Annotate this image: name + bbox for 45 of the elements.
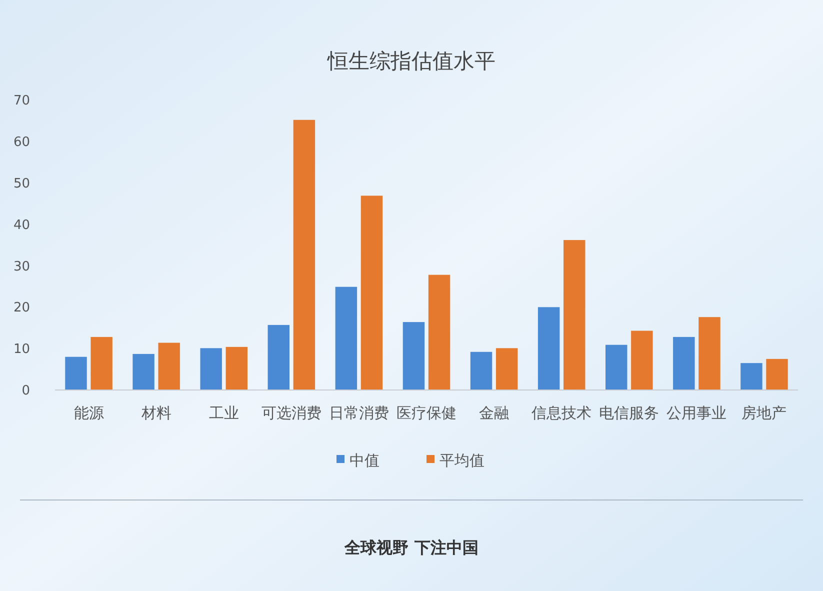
bar [132, 354, 154, 390]
y-tick-label: 0 [22, 384, 30, 399]
x-tick-label: 日常消费 [328, 404, 389, 422]
bar [470, 352, 492, 390]
y-tick-label: 30 [13, 259, 30, 274]
bar [673, 336, 695, 390]
y-tick-label: 20 [13, 300, 30, 316]
bar [496, 348, 518, 390]
bar [631, 330, 653, 390]
bar [200, 348, 222, 390]
bar [605, 344, 628, 390]
bar [360, 196, 383, 390]
bar [293, 120, 316, 390]
text: 全球视野 下注中国 [344, 538, 478, 557]
x-tick-label: 可选消费 [261, 404, 322, 422]
bar [158, 342, 180, 390]
bar [226, 346, 248, 390]
x-tick-label: 金融 [479, 404, 510, 422]
x-tick-label: 材料 [140, 404, 172, 422]
legend-label: 平均值 [440, 451, 484, 470]
chart-title: 恒生综指估值水平 [326, 49, 496, 73]
bar [766, 358, 788, 390]
y-tick-label: 70 [13, 94, 30, 109]
x-tick-label: 医疗保健 [396, 404, 456, 422]
bar [268, 324, 290, 390]
y-tick-label: 40 [13, 218, 30, 233]
bar [335, 286, 358, 390]
x-tick-label: 信息技术 [532, 404, 592, 422]
x-tick-label: 公用事业 [666, 404, 727, 422]
y-tick-label: 50 [13, 176, 30, 192]
bar [698, 317, 720, 390]
bar [65, 356, 87, 390]
x-tick-label: 能源 [74, 404, 104, 422]
bar [402, 322, 425, 390]
y-tick-label: 10 [13, 342, 30, 358]
x-tick-label: 电信服务 [599, 404, 660, 422]
y-tick-label: 60 [13, 134, 30, 150]
x-tick-label: 工业 [208, 404, 239, 422]
bar [538, 307, 560, 390]
bar [564, 240, 586, 390]
legend-label: 中值 [350, 451, 380, 470]
x-tick-label: 房地产 [742, 404, 787, 422]
bar [740, 363, 762, 390]
bar [90, 336, 112, 390]
bar [428, 274, 450, 390]
